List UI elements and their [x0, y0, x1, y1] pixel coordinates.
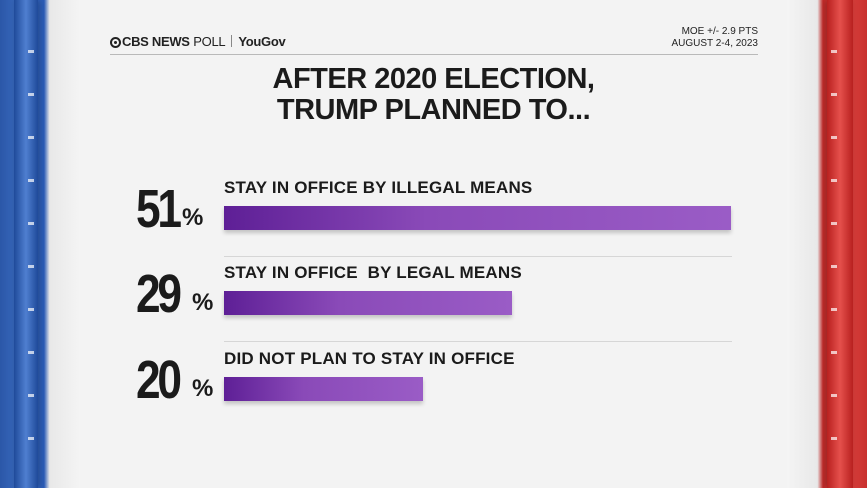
bar-row-no-plan: 20% DID NOT PLAN TO STAY IN OFFICE [136, 349, 736, 419]
poll-panel: CBS NEWS POLL YouGov MOE +/- 2.9 PTS AUGU… [80, 0, 787, 488]
brand-partner: YouGov [238, 34, 286, 49]
blue-stripe [14, 0, 38, 488]
chart-title: AFTER 2020 ELECTION, TRUMP PLANNED TO... [80, 64, 787, 126]
brand-logo: CBS NEWS POLL YouGov [110, 34, 286, 49]
bar [224, 291, 512, 315]
bar-value-label: 51% [136, 179, 204, 239]
bar [224, 377, 423, 401]
poll-header: CBS NEWS POLL YouGov MOE +/- 2.9 PTS AUGU… [110, 26, 758, 55]
bar-value-label: 20% [136, 350, 214, 410]
red-side-decoration [787, 0, 867, 488]
bar-category-label: STAY IN OFFICE BY ILLEGAL MEANS [224, 178, 533, 197]
bar-category-label: STAY IN OFFICE BY LEGAL MEANS [224, 263, 522, 282]
brand-cbs: CBS NEWS [122, 34, 190, 49]
poll-meta: MOE +/- 2.9 PTS AUGUST 2-4, 2023 [671, 26, 758, 50]
blue-stripe-ticks [28, 10, 34, 480]
bar-row-illegal: 51% STAY IN OFFICE BY ILLEGAL MEANS [136, 178, 736, 248]
title-line-1: AFTER 2020 ELECTION, [272, 63, 595, 95]
moe-text: MOE +/- 2.9 PTS [681, 26, 758, 37]
bar-value-label: 29% [136, 264, 214, 324]
row-divider [224, 341, 732, 342]
date-text: AUGUST 2-4, 2023 [671, 38, 758, 49]
row-divider [224, 256, 732, 257]
title-line-2: TRUMP PLANNED TO... [276, 94, 591, 126]
brand-separator [231, 35, 233, 47]
cbs-eye-icon [110, 37, 121, 48]
red-stripe-ticks [831, 10, 837, 480]
bar [224, 206, 731, 230]
bar-category-label: DID NOT PLAN TO STAY IN OFFICE [224, 349, 515, 368]
brand-poll: POLL [193, 34, 226, 49]
blue-side-decoration [0, 0, 80, 488]
bar-row-legal: 29% STAY IN OFFICE BY LEGAL MEANS [136, 263, 736, 333]
